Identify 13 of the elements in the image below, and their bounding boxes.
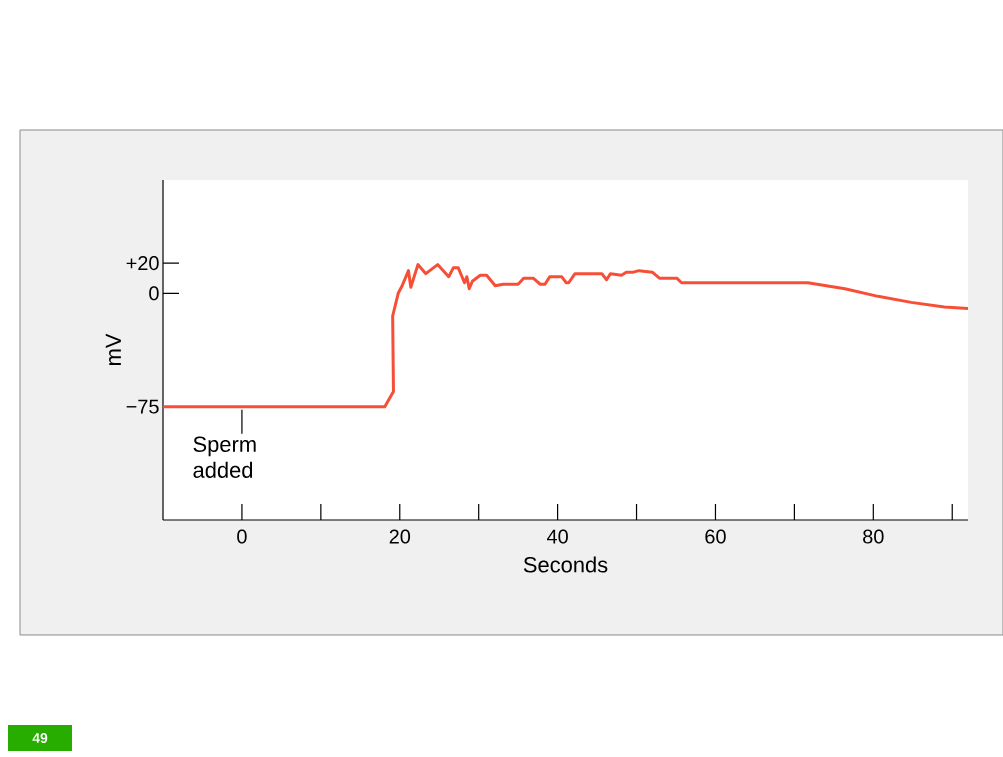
x-axis-title: Seconds [523,556,608,573]
annotation: Sperm added [193,436,256,478]
x-tick-label: 20 [389,529,411,544]
text: 49 [32,733,48,743]
y-tick-label: +20 [126,256,159,271]
x-tick-label: 80 [863,529,884,544]
y-tick-label: −75 [126,399,159,414]
x-tick-label: 40 [546,529,568,544]
x-tick-label: 60 [705,529,726,544]
x-tick-label: 0 [237,529,247,544]
y-tick-label: 0 [149,286,159,301]
y-axis-title: mV [105,333,121,365]
line-series [161,263,970,409]
